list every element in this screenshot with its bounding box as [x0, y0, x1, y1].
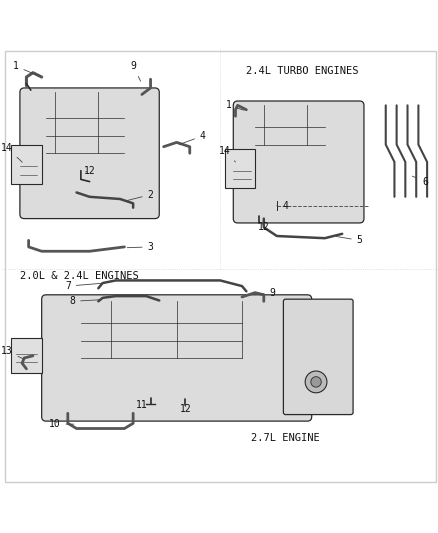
- Bar: [11, 144, 42, 184]
- Bar: [11, 338, 42, 373]
- Circle shape: [311, 377, 321, 387]
- Text: 7: 7: [65, 281, 102, 291]
- Text: 5: 5: [336, 236, 363, 245]
- FancyBboxPatch shape: [42, 295, 312, 421]
- Text: 2: 2: [127, 190, 153, 200]
- Text: 4: 4: [179, 131, 206, 144]
- Text: 12: 12: [84, 166, 95, 176]
- Text: 3: 3: [127, 242, 153, 252]
- Text: 12: 12: [258, 222, 270, 232]
- Text: 2.0L & 2.4L ENGINES: 2.0L & 2.4L ENGINES: [20, 271, 139, 281]
- Text: 14: 14: [219, 146, 236, 162]
- Text: 6: 6: [412, 176, 428, 187]
- Circle shape: [305, 371, 327, 393]
- Text: 1: 1: [13, 61, 39, 76]
- Text: 2.4L TURBO ENGINES: 2.4L TURBO ENGINES: [246, 66, 359, 76]
- Text: 8: 8: [69, 296, 100, 306]
- Text: 9: 9: [130, 61, 141, 81]
- FancyBboxPatch shape: [283, 299, 353, 415]
- Bar: [225, 149, 255, 188]
- FancyBboxPatch shape: [20, 88, 159, 219]
- Text: 1: 1: [226, 100, 244, 110]
- Text: 13: 13: [1, 346, 24, 359]
- FancyBboxPatch shape: [233, 101, 364, 223]
- Text: 12: 12: [180, 405, 191, 414]
- Text: 4: 4: [277, 200, 289, 211]
- Text: 2.7L ENGINE: 2.7L ENGINE: [251, 433, 319, 443]
- Text: 10: 10: [49, 419, 74, 429]
- Text: 11: 11: [136, 400, 151, 409]
- Text: 14: 14: [1, 143, 22, 162]
- Text: 9: 9: [260, 288, 276, 297]
